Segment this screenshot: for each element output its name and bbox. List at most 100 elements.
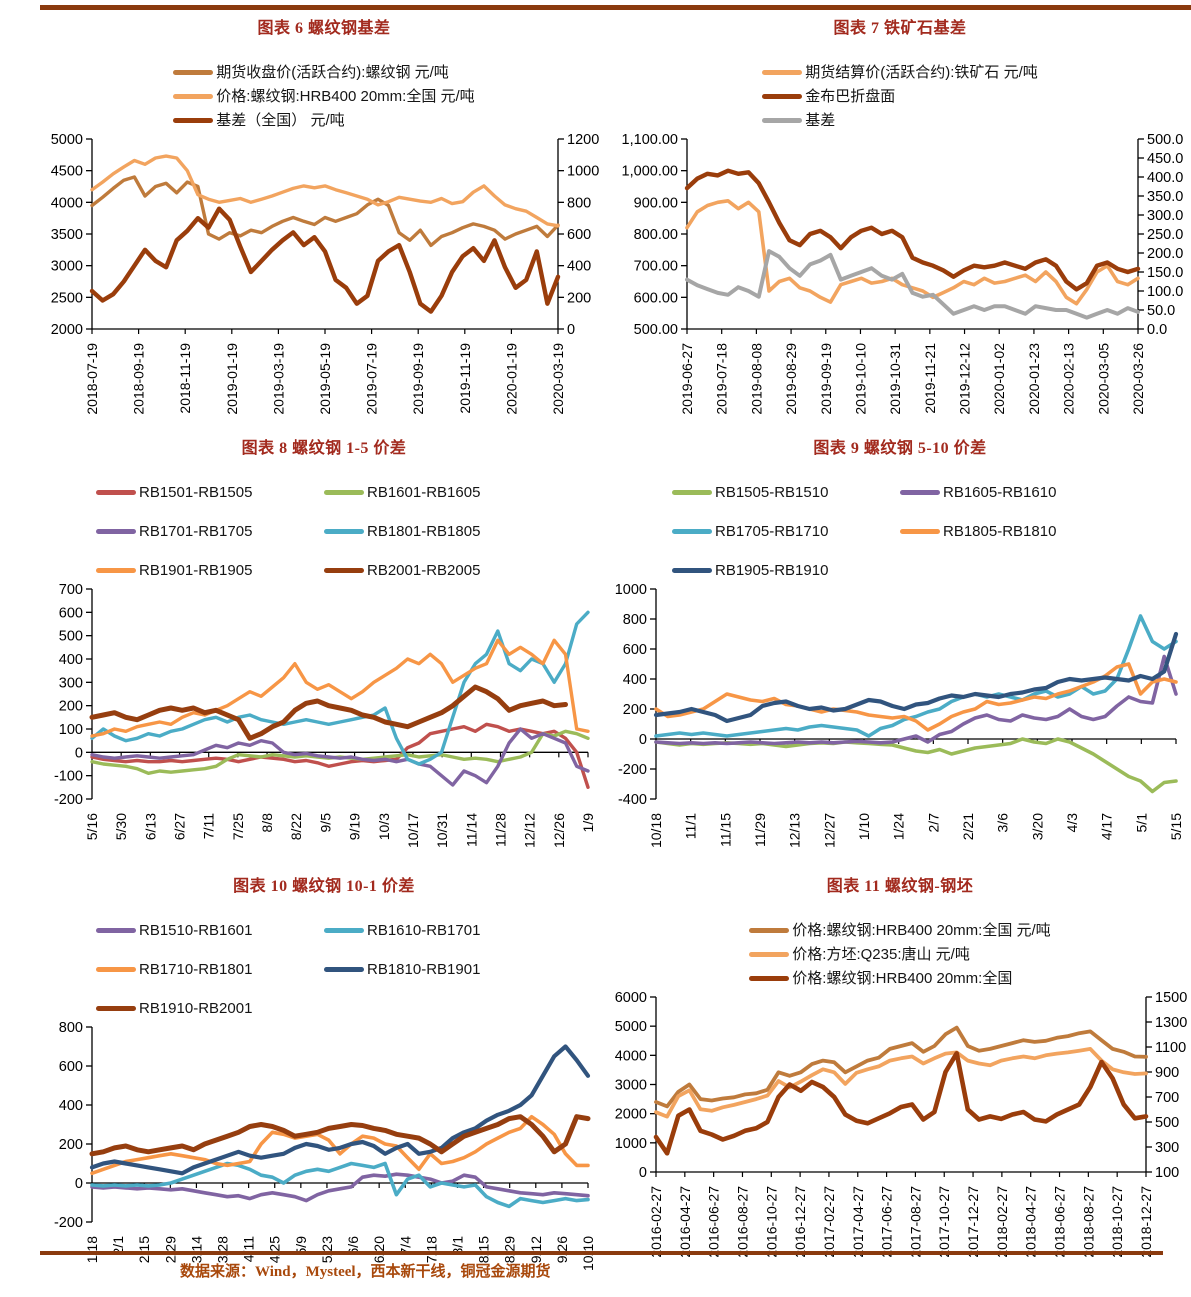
y2-axis-tick-label: 400.0 xyxy=(1147,170,1183,186)
legend-label: RB2001-RB2005 xyxy=(367,562,481,579)
legend: 期货收盘价(活跃合约):螺纹钢 元/吨 价格:螺纹钢:HRB400 20mm:全国… xyxy=(173,64,475,129)
x-axis-tick-label: 2019-10-10 xyxy=(852,343,868,414)
y-axis-tick-label: 600 xyxy=(59,605,83,621)
legend-label: RB1610-RB1701 xyxy=(367,922,481,939)
y2-axis-tick-label: 500 xyxy=(1155,1115,1179,1131)
y-axis-tick-label: -400 xyxy=(618,792,647,808)
y2-axis-tick-label: 1000 xyxy=(567,164,599,180)
x-axis-tick-label: 1/24 xyxy=(891,813,907,840)
y-axis-tick-label: 700 xyxy=(59,582,83,598)
legend-item: RB1805-RB1810 xyxy=(900,523,1128,540)
legend-item: RB1510-RB1601 xyxy=(96,922,324,939)
series-line xyxy=(89,684,568,741)
plot-area: 700 600 500 400 300 200 100 0 -100 -2005/16 5/30 6/… xyxy=(54,582,596,848)
x-axis-tick-label: 2020-02-13 xyxy=(1061,343,1077,414)
x-axis-tick-label: 2019-07-19 xyxy=(364,343,380,414)
legend-label: 期货结算价(活跃合约):铁矿石 元/吨 xyxy=(805,64,1038,81)
legend-item: RB1910-RB2001 xyxy=(96,1000,324,1017)
y-axis-tick-label: 0 xyxy=(75,1176,83,1192)
y2-axis-tick-label: 800 xyxy=(567,195,591,211)
x-axis-tick-label: 2/7 xyxy=(925,813,941,833)
x-axis-tick-label: 2016-12-27 xyxy=(792,1186,808,1257)
y-axis-tick-label: 300 xyxy=(59,675,83,691)
y-axis-tick-label: 400 xyxy=(623,672,647,688)
legend-swatch xyxy=(762,118,803,123)
legend-swatch xyxy=(173,70,214,75)
x-axis-tick-label: 2019-07-18 xyxy=(714,343,730,414)
x-axis-tick-label: 7/18 xyxy=(423,1236,439,1263)
x-axis-tick-label: 2016-08-27 xyxy=(734,1186,750,1257)
x-axis-tick-label: 8/1 xyxy=(449,1236,465,1256)
y-axis-tick-label: 500.00 xyxy=(634,322,678,338)
x-axis-tick-label: 2020-03-05 xyxy=(1095,343,1111,414)
footer-rule xyxy=(40,1251,1163,1255)
legend-item: RB1905-RB1910 xyxy=(672,562,900,579)
series-line xyxy=(654,662,1178,732)
x-axis-tick-label: 1/10 xyxy=(856,813,872,840)
x-axis-tick-label: 8/22 xyxy=(288,813,304,840)
x-axis-tick-label: 2/21 xyxy=(960,813,976,840)
legend-label: RB1801-RB1805 xyxy=(367,523,481,540)
x-axis-tick-label: 2019-09-19 xyxy=(818,343,834,414)
chart-title: 图表 11 螺纹钢-钢坯 xyxy=(826,878,974,895)
legend-label: RB1805-RB1810 xyxy=(943,523,1057,540)
y-axis-tick-label: 4000 xyxy=(615,1048,647,1064)
legend: RB1510-RB1601 RB1610-RB1701 RB1710-RB1801 R… xyxy=(96,922,552,1017)
series-line xyxy=(90,610,590,766)
series-line xyxy=(654,654,1178,746)
legend-label: RB1701-RB1705 xyxy=(139,523,253,540)
y2-axis-tick-label: 500.0 xyxy=(1147,132,1183,148)
legend-item: RB1705-RB1710 xyxy=(672,523,900,540)
series-line xyxy=(90,175,560,248)
x-axis-tick-label: 2017-06-27 xyxy=(879,1186,895,1257)
legend-label: RB1710-RB1801 xyxy=(139,961,253,978)
x-axis-tick-label: 6/27 xyxy=(172,813,188,840)
series-line xyxy=(654,614,1178,738)
series-line xyxy=(90,1114,590,1176)
legend-label: RB1905-RB1910 xyxy=(715,562,829,579)
legend-label: RB1505-RB1510 xyxy=(715,484,829,501)
y-axis-tick-label: 5000 xyxy=(615,1019,647,1035)
x-axis-tick-label: 8/29 xyxy=(502,1236,518,1263)
y-axis-tick-label: 500 xyxy=(59,629,83,645)
x-axis-tick-label: 4/3 xyxy=(1064,813,1080,833)
x-axis-tick-label: 8/8 xyxy=(259,813,275,833)
series-line xyxy=(90,638,590,738)
y-axis-tick-label: 100 xyxy=(59,722,83,738)
y-axis-tick-label: 600 xyxy=(59,1059,83,1075)
y2-axis-tick-label: 1200 xyxy=(567,132,599,148)
legend-item: 金布巴折盘面 xyxy=(762,88,1038,105)
legend-label: RB1605-RB1610 xyxy=(943,484,1057,501)
plot-area: 5000450040003500300025002000120010008006… xyxy=(51,132,600,414)
legend-swatch xyxy=(900,490,940,495)
legend-label: 价格:螺纹钢:HRB400 20mm:全国 元/吨 xyxy=(792,922,1051,939)
legend-item: 价格:螺纹钢:HRB400 20mm:全国 元/吨 xyxy=(173,88,475,105)
series-line xyxy=(654,1025,1148,1109)
y-axis-tick-label: 400 xyxy=(59,652,83,668)
legend-item: 价格:螺纹钢:HRB400 20mm:全国 xyxy=(749,970,1050,987)
y-axis-tick-label: 200 xyxy=(59,1137,83,1153)
legend-swatch xyxy=(324,928,364,933)
series-line xyxy=(654,737,1178,794)
x-axis-tick-label: 2019-05-19 xyxy=(317,343,333,414)
legend-item: RB1505-RB1510 xyxy=(672,484,900,501)
legend-item: RB1710-RB1801 xyxy=(96,961,324,978)
y2-axis-tick-label: 1500 xyxy=(1155,990,1187,1006)
y-axis-tick-label: 0 xyxy=(75,745,83,761)
y2-axis-tick-label: 150.0 xyxy=(1147,265,1183,281)
legend-label: RB1901-RB1905 xyxy=(139,562,253,579)
x-axis-tick-label: 2017-02-27 xyxy=(821,1186,837,1257)
x-axis-tick-label: 6/13 xyxy=(142,813,158,840)
y-axis-tick-label: 4000 xyxy=(51,195,83,211)
y2-axis-tick-label: 1100 xyxy=(1155,1040,1186,1056)
legend-swatch xyxy=(96,967,136,972)
series-line xyxy=(685,199,1140,306)
x-axis-tick-label: 1/18 xyxy=(84,1236,100,1263)
x-axis-tick-label: 7/11 xyxy=(201,813,217,839)
x-axis-tick-label: 2017-10-27 xyxy=(936,1186,952,1257)
y-axis-tick-label: 600 xyxy=(623,642,647,658)
x-axis-tick-label: 2020-01-23 xyxy=(1026,343,1042,414)
legend-item: RB1810-RB1901 xyxy=(324,961,552,978)
x-axis-tick-label: 2019-03-19 xyxy=(270,343,286,414)
data-source-note: 数据来源：Wind，Mysteel，西本新干线，铜冠金源期货 xyxy=(180,1264,551,1280)
